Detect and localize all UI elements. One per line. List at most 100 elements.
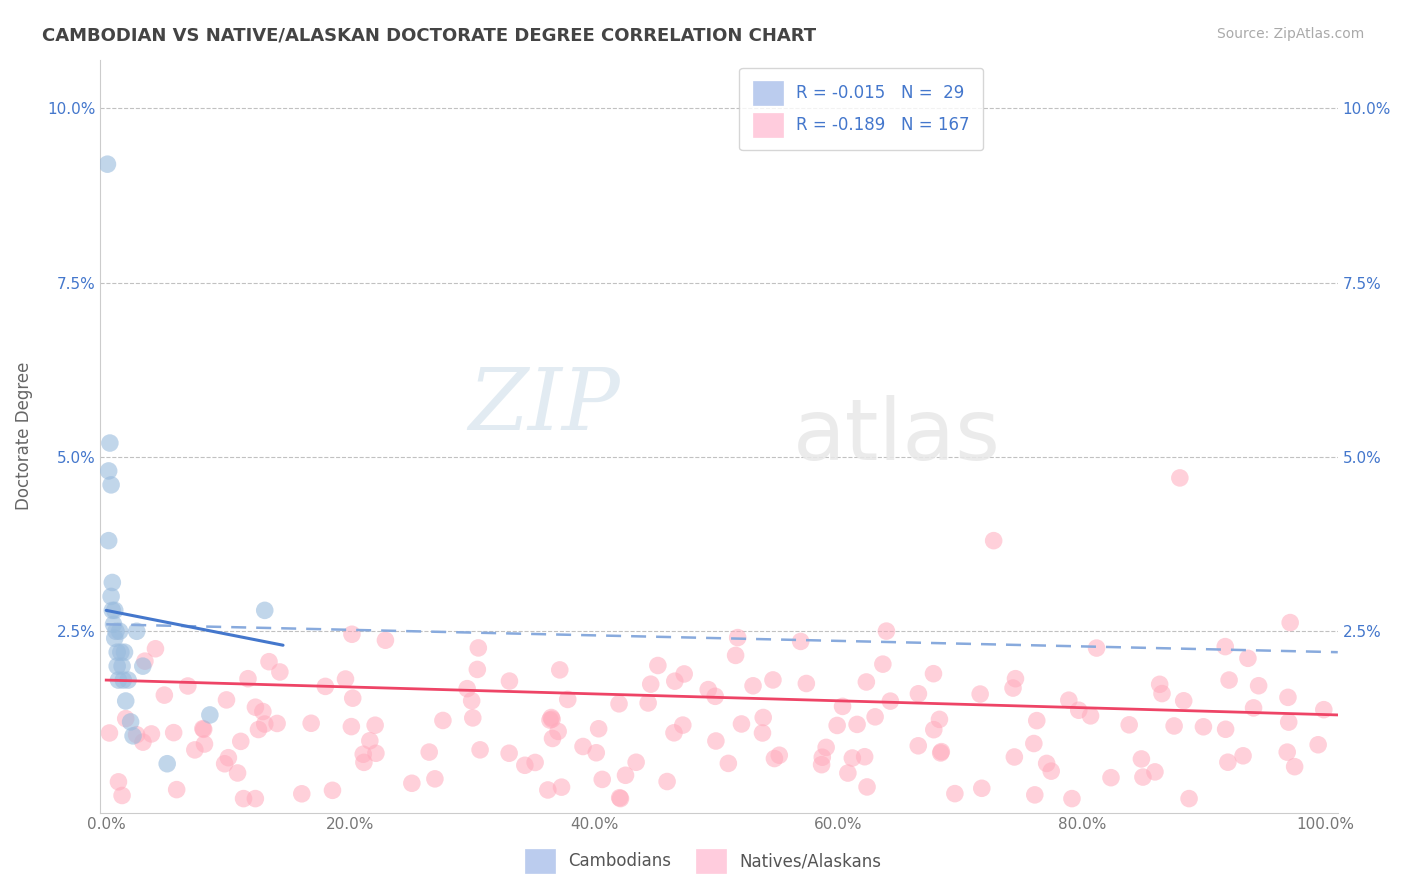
Point [1213,640,1236,654]
Point [856,780,879,794]
Point [114,712,136,726]
Point [359,733,381,747]
Point [727,631,749,645]
Point [103,617,125,632]
Point [572,739,595,754]
Y-axis label: Doctorate Degree: Doctorate Degree [15,362,32,510]
Point [872,657,894,672]
Point [524,756,547,770]
Point [855,675,877,690]
Point [193,737,215,751]
Point [1057,693,1080,707]
Point [1279,615,1302,630]
Point [122,729,145,743]
Point [637,696,659,710]
Point [811,750,834,764]
Point [607,697,630,711]
Point [100,478,122,492]
Point [111,789,134,803]
Point [1024,788,1046,802]
Point [100,590,122,604]
Point [1004,672,1026,686]
Text: Source: ZipAtlas.com: Source: ZipAtlas.com [1216,27,1364,41]
Point [541,731,564,746]
Point [1237,651,1260,665]
Point [253,603,276,617]
Point [105,659,128,673]
Point [498,746,520,760]
Point [104,624,127,639]
Point [153,688,176,702]
Point [120,714,142,729]
Point [1080,709,1102,723]
Point [1173,694,1195,708]
Point [236,672,259,686]
Point [724,648,747,663]
Point [789,634,811,648]
Point [752,710,775,724]
Point [461,711,484,725]
Point [266,716,288,731]
Point [321,783,343,797]
Point [98,726,121,740]
Point [125,728,148,742]
Point [730,717,752,731]
Point [217,750,239,764]
Point [825,718,848,732]
Point [742,679,765,693]
Point [875,624,897,639]
Point [588,722,610,736]
Text: atlas: atlas [793,394,1001,477]
Point [1192,720,1215,734]
Point [1149,677,1171,691]
Point [465,662,488,676]
Point [673,667,696,681]
Point [432,714,454,728]
Point [751,726,773,740]
Point [101,603,124,617]
Point [456,681,478,696]
Point [141,727,163,741]
Point [815,740,838,755]
Point [550,780,572,794]
Point [423,772,446,786]
Point [104,632,127,646]
Point [340,720,363,734]
Point [879,694,901,708]
Point [697,682,720,697]
Point [585,746,607,760]
Point [1001,681,1024,695]
Point [928,712,950,726]
Point [810,757,832,772]
Point [232,791,254,805]
Point [108,624,131,639]
Point [1099,771,1122,785]
Point [193,723,215,737]
Text: ZIP: ZIP [468,365,620,447]
Point [107,774,129,789]
Point [1243,701,1265,715]
Point [374,633,396,648]
Point [1085,641,1108,656]
Point [943,787,966,801]
Point [107,673,129,687]
Point [537,783,560,797]
Point [548,663,571,677]
Point [1313,703,1336,717]
Point [352,747,374,762]
Point [353,756,375,770]
Point [1178,791,1201,805]
Point [269,665,291,679]
Point [922,666,945,681]
Point [97,464,120,478]
Point [498,674,520,689]
Point [1278,715,1301,730]
Point [863,710,886,724]
Point [704,690,727,704]
Point [1215,723,1237,737]
Point [1025,714,1047,728]
Point [468,743,491,757]
Point [134,654,156,668]
Point [335,672,357,686]
Legend: Cambodians, Natives/Alaskans: Cambodians, Natives/Alaskans [517,842,889,880]
